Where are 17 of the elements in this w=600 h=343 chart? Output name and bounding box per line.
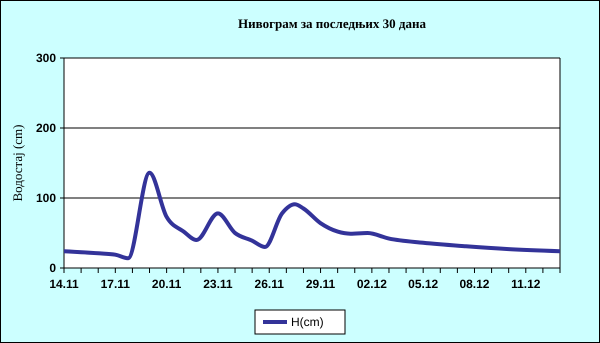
y-tick-label: 200	[36, 121, 56, 135]
y-axis-title: Водостај (cm)	[10, 124, 25, 202]
x-tick-label: 23.11	[203, 277, 233, 291]
x-tick-label: 11.12	[511, 277, 541, 291]
x-tick-label: 17.11	[100, 277, 130, 291]
x-tick-label: 20.11	[152, 277, 182, 291]
legend-label: H(cm)	[291, 315, 324, 329]
chart-title: Нивограм за последњих 30 дана	[238, 16, 426, 31]
x-tick-label: 26.11	[254, 277, 284, 291]
y-tick-label: 300	[36, 51, 56, 65]
x-tick-label: 02.12	[356, 277, 388, 291]
x-tick-label: 14.11	[49, 277, 80, 291]
x-tick-label: 08.12	[459, 277, 490, 291]
y-tick-label: 0	[49, 261, 56, 275]
x-tick-label: 29.11	[306, 277, 336, 291]
y-tick-label: 100	[36, 191, 56, 205]
x-tick-label: 05.12	[408, 277, 439, 291]
